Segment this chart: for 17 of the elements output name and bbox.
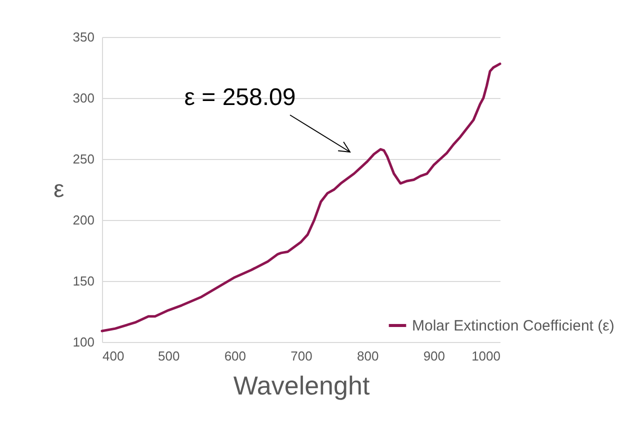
legend-label: Molar Extinction Coefficient (ε) (412, 318, 614, 334)
x-tick-label: 500 (158, 348, 180, 364)
y-tick-label: 250 (72, 152, 94, 166)
y-tick-label: 100 (72, 334, 94, 350)
x-tick-label: 900 (423, 348, 446, 364)
x-tick-label: 600 (224, 348, 246, 364)
y-tick-label: 200 (72, 212, 94, 228)
x-axis-title: Wavelenght (233, 370, 370, 400)
y-tick-label: 300 (72, 90, 94, 106)
x-tick-label: 400 (102, 348, 124, 364)
x-tick-label: 1000 (472, 348, 500, 364)
annotation: ε = 258.09 (184, 84, 296, 111)
x-tick-label: 700 (290, 348, 312, 364)
y-axis-title: ε (53, 176, 64, 203)
y-tick-label: 350 (72, 30, 94, 44)
y-tick-label: 150 (72, 274, 94, 288)
x-tick-label: 800 (356, 348, 379, 364)
